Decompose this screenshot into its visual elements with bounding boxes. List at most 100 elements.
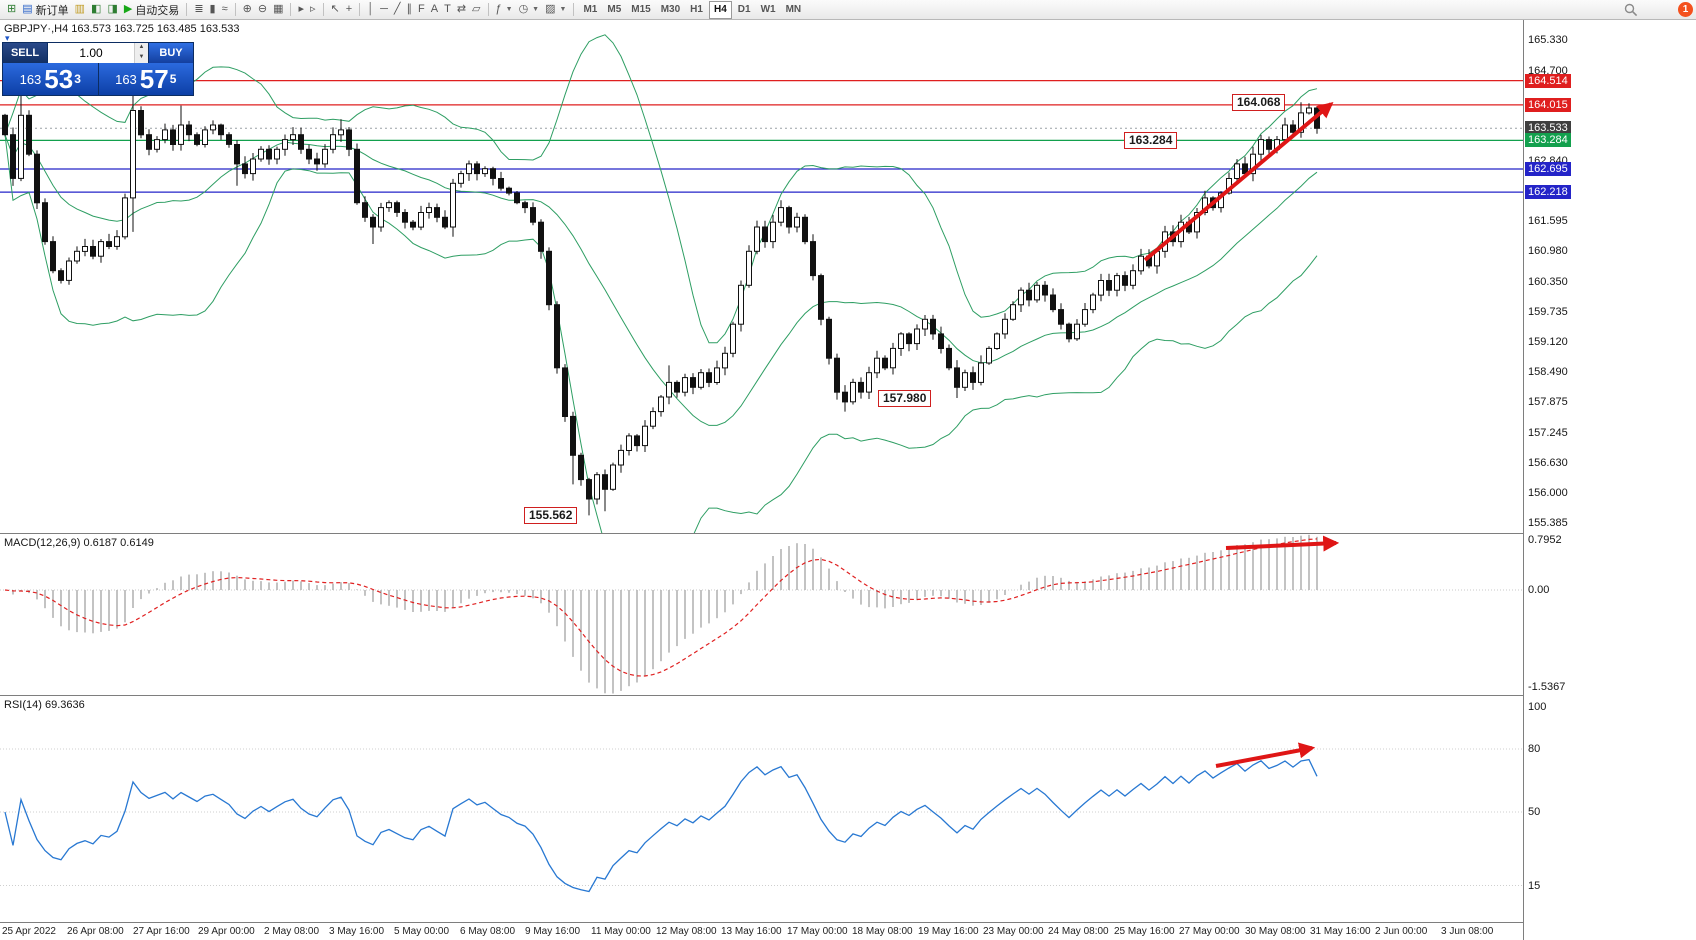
fibonacci-tool-button[interactable]: F: [415, 1, 428, 18]
horizontal-line-tool-button[interactable]: ─: [377, 1, 391, 18]
toolbar-right: 1: [1624, 2, 1693, 17]
market-watch-icon: ◧: [91, 3, 102, 15]
shapes-tool-icon: ▱: [472, 3, 481, 15]
timeframe-w1-button[interactable]: W1: [760, 3, 776, 15]
volume-input[interactable]: [48, 43, 134, 63]
time-axis-label: 9 May 16:00: [525, 926, 581, 937]
price-callout[interactable]: 157.980: [878, 390, 932, 407]
timeframe-m15-button[interactable]: M15: [631, 3, 651, 15]
auto-trading-button[interactable]: ▶ 自动交易: [121, 1, 182, 18]
navigator-button[interactable]: ◨: [104, 1, 120, 18]
volume-down-button[interactable]: ▼: [135, 53, 148, 63]
templates-button[interactable]: ▨ ▼: [542, 1, 569, 18]
main-chart-canvas[interactable]: [0, 20, 1523, 533]
time-axis-label: 23 May 00:00: [983, 926, 1044, 937]
chart-shift-button[interactable]: ▹: [307, 1, 319, 18]
new-chart-icon: ⊞: [7, 3, 17, 15]
timeframe-d1-button[interactable]: D1: [737, 3, 751, 15]
price-callout[interactable]: 164.068: [1232, 94, 1286, 111]
text-tool-button[interactable]: A: [428, 1, 441, 18]
rsi-name: RSI(14): [4, 699, 42, 711]
timeframe-m5-button[interactable]: M5: [607, 3, 622, 15]
one-click-trading-panel: SELL ▲ ▼ BUY 163 53 3: [2, 42, 194, 96]
pane-separator[interactable]: [0, 533, 1696, 534]
ask-pipette: 5: [169, 72, 177, 86]
toolbar: ⊞ ▤ 新订单 ▥ ◧ ◨ ▶ 自动交易 ≣ ▮ ≈ ⊕ ⊖ ▦ ▸ ▹ ↖ + │ ─ ╱ ∥ F A T ⇄ ▱ ƒ ▼ ◷ ▼ ▨ ▼ M1…: [0, 0, 1696, 20]
line-chart-mode-button[interactable]: ≈: [219, 1, 231, 18]
label-tool-button[interactable]: T: [441, 1, 454, 18]
candlestick-mode-button[interactable]: ▮: [207, 1, 219, 18]
fibonacci-tool-icon: F: [418, 3, 425, 15]
zoom-out-button[interactable]: ⊖: [255, 1, 270, 18]
rsi-canvas[interactable]: [0, 696, 1523, 922]
new-order-button[interactable]: ▤ 新订单: [19, 1, 71, 18]
trendline-tool-button[interactable]: ╱: [391, 1, 404, 18]
price-scale-badge: 163.533: [1525, 121, 1571, 135]
timeframe-mn-button[interactable]: MN: [785, 3, 802, 15]
time-axis[interactable]: 25 Apr 2022 26 Apr 08:00 27 Apr 16:00 29 Ap…: [0, 923, 1523, 940]
crosshair-tool-button[interactable]: +: [343, 1, 355, 18]
macd-canvas[interactable]: [0, 534, 1523, 695]
vertical-line-tool-icon: │: [367, 3, 375, 15]
indicators-button[interactable]: ƒ ▼: [493, 1, 516, 18]
time-axis-label: 13 May 16:00: [721, 926, 782, 937]
notification-badge[interactable]: 1: [1678, 2, 1693, 17]
periods-button[interactable]: ◷ ▼: [516, 1, 543, 18]
time-axis-label: 27 Apr 16:00: [133, 926, 190, 937]
tile-windows-button[interactable]: ▦: [270, 1, 286, 18]
scale-tick: 50: [1528, 806, 1541, 818]
macd-indicator-pane[interactable]: MACD(12,26,9) 0.6187 0.6149: [0, 534, 1523, 695]
time-axis-label: 3 May 16:00: [329, 926, 385, 937]
candlestick-mode-icon: ▮: [209, 3, 216, 15]
time-axis-label: 25 May 16:00: [1114, 926, 1175, 937]
timeframe-m30-button[interactable]: M30: [660, 3, 681, 15]
sell-button[interactable]: SELL: [3, 43, 47, 63]
rsi-label: RSI(14) 69.3636: [4, 699, 85, 711]
time-axis-label: 17 May 00:00: [787, 926, 848, 937]
trendline-tool-icon: ╱: [393, 3, 401, 15]
label-tool-icon: T: [444, 3, 451, 15]
volume-spinner: ▲ ▼: [134, 43, 148, 63]
toolbar-separator: [186, 3, 188, 16]
search-icon[interactable]: [1624, 3, 1638, 17]
time-axis-label: 25 Apr 2022: [2, 926, 56, 937]
bar-chart-mode-button[interactable]: ≣: [191, 1, 206, 18]
shapes-tool-button[interactable]: ▱: [469, 1, 483, 18]
channel-tool-button[interactable]: ∥: [404, 1, 416, 18]
volume-up-button[interactable]: ▲: [135, 43, 148, 53]
macd-label: MACD(12,26,9) 0.6187 0.6149: [4, 537, 154, 549]
profiles-button[interactable]: ▥: [72, 1, 88, 18]
symbol-ohlc-label: GBPJPY·,H4 163.573 163.725 163.485 163.5…: [4, 23, 239, 35]
symbol-period: GBPJPY·,H4: [4, 23, 69, 35]
zoom-in-button[interactable]: ⊕: [240, 1, 255, 18]
time-axis-label: 5 May 00:00: [394, 926, 450, 937]
main-chart-pane[interactable]: GBPJPY·,H4 163.573 163.725 163.485 163.5…: [0, 20, 1523, 533]
new-chart-button[interactable]: ⊞: [4, 1, 19, 18]
scale-tick: 159.120: [1528, 336, 1568, 348]
timeframe-h1-button[interactable]: H1: [690, 3, 703, 15]
market-watch-button[interactable]: ◧: [88, 1, 104, 18]
buy-button[interactable]: BUY: [149, 43, 193, 63]
auto-scroll-button[interactable]: ▸: [295, 1, 307, 18]
scale-tick: 160.350: [1528, 276, 1568, 288]
auto-trading-icon: ▶: [123, 3, 133, 15]
arrows-tool-button[interactable]: ⇄: [454, 1, 469, 18]
timeframe-m1-button[interactable]: M1: [583, 3, 598, 15]
time-axis-label: 26 Apr 08:00: [67, 926, 124, 937]
bid-prefix: 163: [19, 71, 42, 87]
timeframe-h4-button[interactable]: H4: [708, 0, 732, 19]
oneclick-collapse-icon[interactable]: ▾: [5, 33, 10, 43]
vertical-line-tool-button[interactable]: │: [364, 1, 377, 18]
pane-separator[interactable]: [0, 922, 1696, 923]
tile-windows-icon: ▦: [273, 3, 284, 15]
cursor-tool-button[interactable]: ↖: [328, 1, 343, 18]
price-scale[interactable]: 165.330 164.700 162.840 161.595 160.980 160.3…: [1524, 20, 1696, 940]
rsi-indicator-pane[interactable]: RSI(14) 69.3636: [0, 696, 1523, 922]
pane-separator[interactable]: [0, 695, 1696, 696]
price-callout[interactable]: 163.284: [1124, 132, 1178, 149]
cursor-tool-icon: ↖: [330, 3, 340, 15]
price-callout[interactable]: 155.562: [524, 507, 578, 524]
scale-tick: 165.330: [1528, 34, 1568, 46]
toolbar-separator: [234, 3, 236, 16]
chevron-down-icon: ▼: [559, 6, 567, 13]
